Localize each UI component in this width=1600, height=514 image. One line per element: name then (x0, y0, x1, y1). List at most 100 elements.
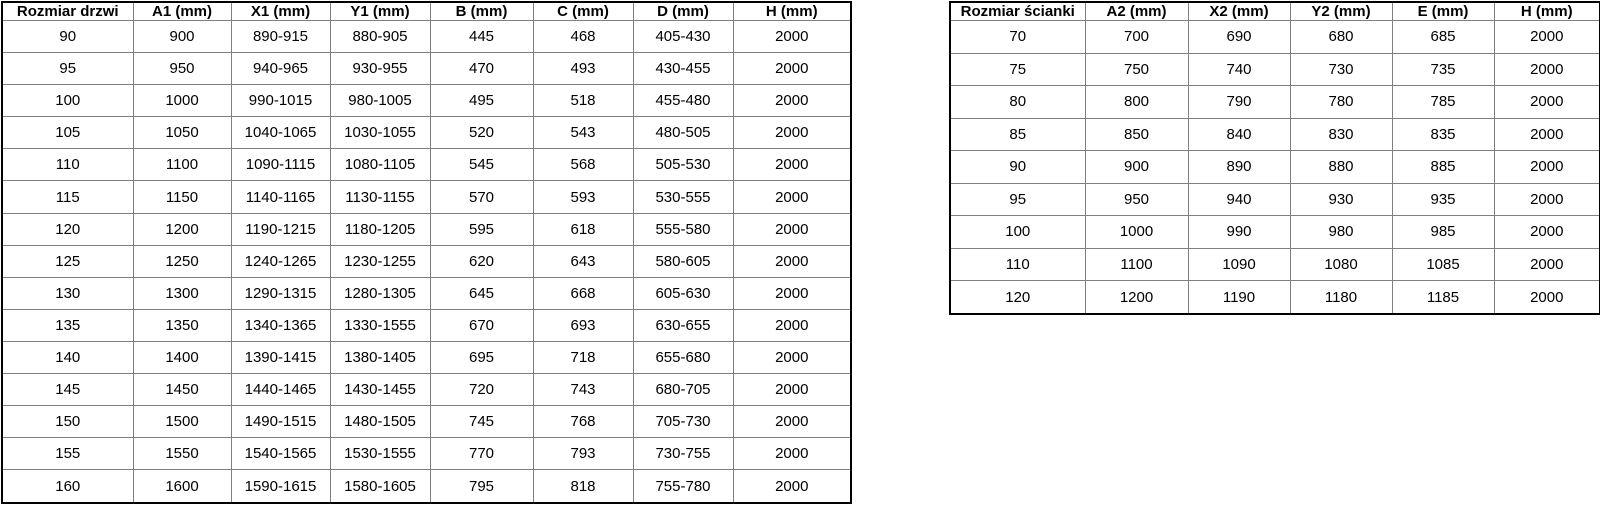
column-header: Rozmiar drzwi (1, 1, 134, 21)
cell: 940 (1187, 182, 1291, 216)
cell: 2000 (732, 180, 852, 214)
cell: 95 (949, 182, 1086, 216)
cell: 1250 (132, 244, 232, 278)
cell: 800 (1084, 85, 1189, 119)
cell: 90 (949, 150, 1086, 184)
cell: 445 (429, 19, 534, 54)
cell: 1540-1565 (230, 437, 331, 471)
cell: 1140-1165 (230, 180, 331, 214)
cell: 1040-1065 (230, 116, 331, 150)
cell: 1490-1515 (230, 405, 331, 439)
wall-size-table: Rozmiar ścianki A2 (mm) X2 (mm) Y2 (mm) E (m… (949, 1, 1600, 315)
cell: 518 (532, 84, 634, 118)
cell: 1030-1055 (329, 116, 431, 150)
table-row: 140 1400 1390-1415 1380-1405 695 718 655-680 20… (1, 340, 852, 375)
cell: 505-530 (632, 148, 734, 182)
cell: 430-455 (632, 52, 734, 86)
table-row: 110 1100 1090-1115 1080-1105 545 568 505-530 20… (1, 148, 852, 182)
door-size-table: Rozmiar drzwi A1 (mm) X1 (mm) Y1 (mm) B (mm)… (1, 1, 852, 504)
cell: 468 (532, 19, 634, 54)
cell: 1430-1455 (329, 373, 431, 407)
cell: 2000 (732, 52, 852, 86)
cell: 2000 (732, 148, 852, 182)
cell: 980-1005 (329, 84, 431, 118)
cell: 1240-1265 (230, 244, 331, 278)
cell: 680 (1289, 20, 1393, 54)
cell: 2000 (1493, 117, 1600, 151)
cell: 2000 (1493, 247, 1600, 281)
cell: 570 (429, 180, 534, 214)
column-header: A1 (mm) (132, 1, 232, 21)
cell: 2000 (732, 469, 852, 504)
cell: 90 (1, 19, 134, 54)
cell: 1050 (132, 116, 232, 150)
cell: 1330-1555 (329, 308, 431, 342)
table-row: 105 1050 1040-1065 1030-1055 520 543 480-505 20… (1, 116, 852, 150)
table-row: 160 1600 1590-1615 1580-1605 795 818 755-780 20… (1, 469, 852, 504)
cell: 695 (429, 340, 534, 375)
column-header: E (mm) (1391, 1, 1495, 21)
cell: 70 (949, 20, 1086, 54)
cell: 1190-1215 (230, 212, 331, 246)
cell: 618 (532, 212, 634, 246)
cell: 1150 (132, 180, 232, 214)
cell: 693 (532, 308, 634, 342)
cell: 543 (532, 116, 634, 150)
cell: 110 (949, 247, 1086, 281)
cell: 2000 (1493, 280, 1600, 315)
cell: 655-680 (632, 340, 734, 375)
cell: 2000 (1493, 52, 1600, 86)
cell: 755-780 (632, 469, 734, 504)
cell: 940-965 (230, 52, 331, 86)
table-row: 100 1000 990-1015 980-1005 495 518 455-480 2000 (1, 84, 852, 118)
cell: 495 (429, 84, 534, 118)
cell: 1080 (1289, 247, 1393, 281)
cell: 2000 (732, 212, 852, 246)
cell: 1185 (1391, 280, 1495, 315)
table-row: 70 700 690 680 685 2000 (949, 20, 1600, 54)
cell: 990 (1187, 215, 1291, 249)
cell: 645 (429, 276, 534, 310)
cell: 2000 (732, 19, 852, 54)
table-row: 95 950 940-965 930-955 470 493 430-455 2000 (1, 52, 852, 86)
cell: 125 (1, 244, 134, 278)
cell: 155 (1, 437, 134, 471)
cell: 2000 (732, 244, 852, 278)
cell: 405-430 (632, 19, 734, 54)
table-row: 150 1500 1490-1515 1480-1505 745 768 705-730 20… (1, 405, 852, 439)
cell: 818 (532, 469, 634, 504)
cell: 105 (1, 116, 134, 150)
cell: 100 (949, 215, 1086, 249)
table-row: 85 850 840 830 835 2000 (949, 117, 1600, 151)
cell: 1450 (132, 373, 232, 407)
cell: 935 (1391, 182, 1495, 216)
cell: 2000 (1493, 20, 1600, 54)
cell: 835 (1391, 117, 1495, 151)
cell: 1090 (1187, 247, 1291, 281)
cell: 880-905 (329, 19, 431, 54)
cell: 2000 (732, 437, 852, 471)
cell: 840 (1187, 117, 1291, 151)
cell: 885 (1391, 150, 1495, 184)
cell: 120 (949, 280, 1086, 315)
cell: 1180 (1289, 280, 1393, 315)
cell: 1500 (132, 405, 232, 439)
table-row: 100 1000 990 980 985 2000 (949, 215, 1600, 249)
table-row: 75 750 740 730 735 2000 (949, 52, 1600, 86)
cell: 620 (429, 244, 534, 278)
cell: 85 (949, 117, 1086, 151)
cell: 545 (429, 148, 534, 182)
cell: 900 (132, 19, 232, 54)
cell: 1530-1555 (329, 437, 431, 471)
cell: 680-705 (632, 373, 734, 407)
table-row: 135 1350 1340-1365 1330-1555 670 693 630-655 20… (1, 308, 852, 342)
cell: 1230-1255 (329, 244, 431, 278)
cell: 793 (532, 437, 634, 471)
cell: 1550 (132, 437, 232, 471)
cell: 455-480 (632, 84, 734, 118)
cell: 110 (1, 148, 134, 182)
cell: 900 (1084, 150, 1189, 184)
table-row: 120 1200 1190 1180 1185 2000 (949, 280, 1600, 315)
cell: 985 (1391, 215, 1495, 249)
